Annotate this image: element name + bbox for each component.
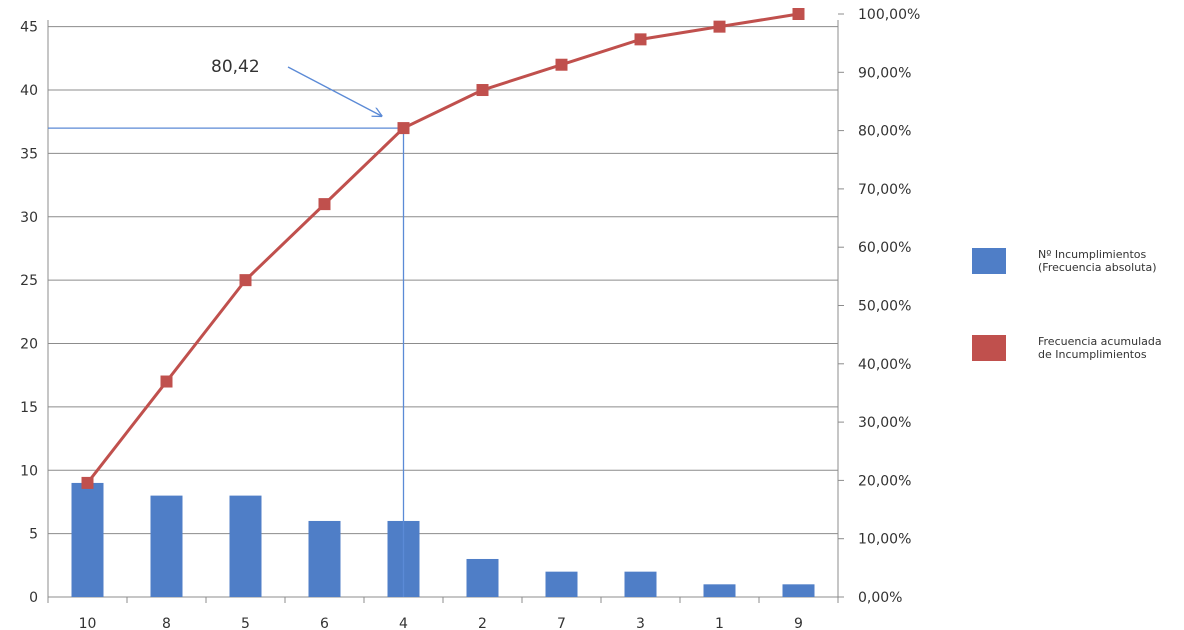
left-tick-label: 20 xyxy=(20,337,38,353)
bar xyxy=(150,495,183,597)
x-tick-label: 8 xyxy=(162,616,171,630)
right-tick-label: 80,00% xyxy=(858,124,911,140)
bar xyxy=(308,520,341,597)
annotation-arrow xyxy=(287,66,382,116)
bar xyxy=(782,584,815,597)
right-tick-label: 0,00% xyxy=(858,590,902,606)
right-tick-label: 30,00% xyxy=(858,415,911,431)
left-tick-label: 0 xyxy=(29,590,38,606)
x-tick-label: 4 xyxy=(399,616,408,630)
x-tick-label: 2 xyxy=(478,616,487,630)
legend-swatch-line xyxy=(972,335,1006,361)
x-axis-ticks: 10 8 5 6 4 2 7 3 1 9 xyxy=(47,597,839,630)
x-tick-label: 1 xyxy=(715,616,724,630)
right-tick-label: 60,00% xyxy=(858,240,911,256)
left-tick-label: 10 xyxy=(20,463,38,479)
left-tick-label: 25 xyxy=(20,273,38,289)
x-tick-label: 7 xyxy=(557,616,566,630)
legend-label-bars: Nº Incumplimientos (Frecuencia absoluta) xyxy=(1038,248,1157,274)
left-tick-label: 15 xyxy=(20,400,38,416)
bars xyxy=(71,482,815,597)
right-axis-ticks: 0,00% 10,00% 20,00% 30,00% 40,00% 50,00% 60,00… xyxy=(838,7,920,606)
legend-label-line: Frecuencia acumulada de Incumplimientos xyxy=(1038,335,1162,361)
line-point xyxy=(160,375,173,388)
right-tick-label: 100,00% xyxy=(858,7,920,23)
bar xyxy=(229,495,262,597)
bar xyxy=(624,571,657,597)
bar xyxy=(71,482,104,597)
left-tick-label: 45 xyxy=(20,20,38,36)
line-point xyxy=(239,274,252,287)
line-point xyxy=(81,476,94,489)
cumulative-line xyxy=(81,8,805,489)
x-tick-label: 3 xyxy=(636,616,645,630)
right-tick-label: 40,00% xyxy=(858,357,911,373)
x-tick-label: 10 xyxy=(79,616,97,630)
x-tick-label: 5 xyxy=(241,616,250,630)
right-tick-label: 90,00% xyxy=(858,65,911,81)
bar xyxy=(703,584,736,597)
line-point xyxy=(318,198,331,211)
legend-swatch-bars xyxy=(972,248,1006,274)
line-point xyxy=(476,84,489,97)
left-axis-ticks: 0 5 10 15 20 25 30 35 40 45 xyxy=(20,20,38,606)
left-tick-label: 40 xyxy=(20,83,38,99)
right-tick-label: 10,00% xyxy=(858,532,911,548)
left-tick-label: 35 xyxy=(20,146,38,162)
left-tick-label: 30 xyxy=(20,210,38,226)
line-point xyxy=(555,58,568,71)
right-tick-label: 20,00% xyxy=(858,473,911,489)
x-tick-label: 9 xyxy=(794,616,803,630)
bar xyxy=(466,558,499,597)
right-tick-label: 70,00% xyxy=(858,182,911,198)
x-tick-label: 6 xyxy=(320,616,329,630)
line-point xyxy=(792,8,805,20)
line-point xyxy=(713,20,726,33)
right-tick-label: 50,00% xyxy=(858,299,911,315)
left-tick-label: 5 xyxy=(29,527,38,543)
bar xyxy=(545,571,578,597)
annotation: 80,42 xyxy=(211,57,382,116)
line-point xyxy=(634,33,647,46)
cumulative-series-line xyxy=(86,12,799,484)
guide-lines xyxy=(48,127,405,597)
annotation-label: 80,42 xyxy=(211,57,260,77)
line-point xyxy=(397,122,410,135)
